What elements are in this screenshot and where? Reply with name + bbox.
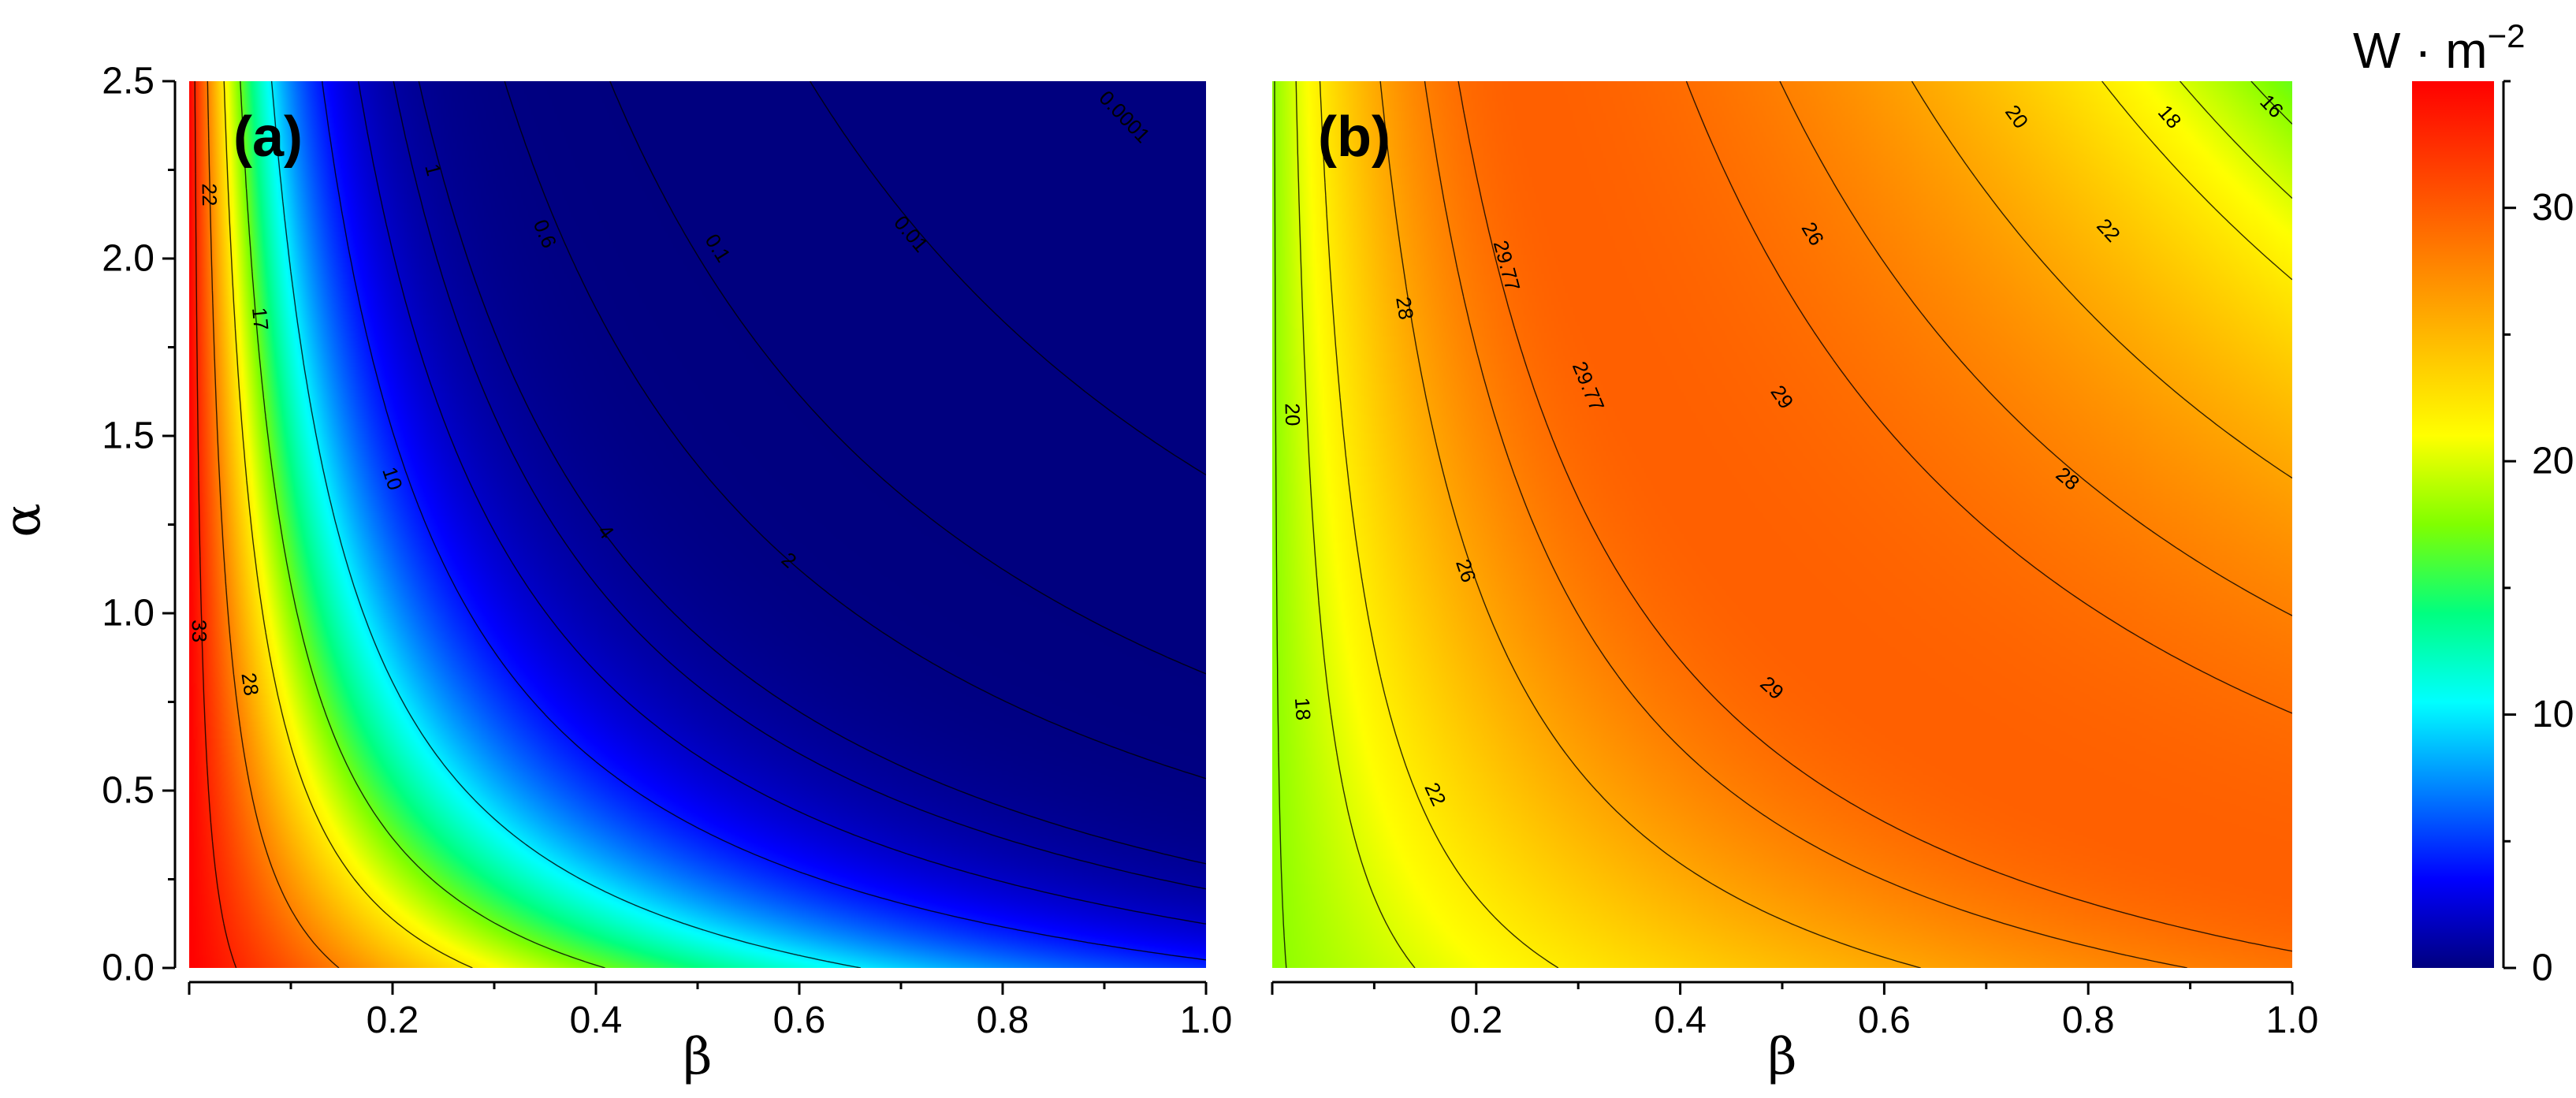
contour-line-a-4 [393, 81, 1206, 890]
x-tick-label-a-0: 0.2 [367, 999, 419, 1041]
x-tick-label-b-1: 0.4 [1654, 999, 1707, 1041]
contour-label-a-3: 17 [248, 307, 274, 332]
x-tick-label-a-2: 0.6 [773, 999, 826, 1041]
colorbar: 0 10 20 30 W · m−2 [2353, 17, 2574, 989]
x-tick-label-a-4: 1.0 [1180, 999, 1233, 1041]
x-tick-label-a-3: 0.8 [977, 999, 1029, 1041]
contour-label-a-0: 33 [188, 620, 212, 643]
contour-label-a-1: 28 [236, 671, 263, 697]
contour-label-b-9: 28 [1391, 295, 1418, 321]
colorbar-tick-label-0: 0 [2532, 947, 2553, 989]
colorbar-tick-label-2: 20 [2532, 441, 2574, 482]
contour-line-a-7 [270, 81, 862, 968]
contour-line-a-9 [223, 81, 473, 968]
axes-b: 0.2 0.4 0.6 0.8 1.0 [1271, 981, 2319, 1041]
colorbar-tick-label-1: 10 [2532, 694, 2574, 735]
contour-line-b-2 [1295, 81, 2292, 968]
y-tick-label-a-4: 2.0 [102, 238, 154, 280]
x-tick-label-b-4: 1.0 [2266, 999, 2319, 1041]
y-axis-label-a: α [0, 503, 52, 537]
heatmap-a [189, 81, 1206, 968]
heatmap-b [1272, 81, 2292, 968]
contour-line-b-3 [1319, 81, 2292, 968]
contour-line-a-1 [609, 81, 1206, 675]
contour-line-b-4 [1379, 81, 2292, 968]
contour-line-a-8 [240, 81, 605, 968]
contour-label-a-2: 22 [197, 183, 221, 207]
contour-line-b-6 [1457, 81, 2292, 952]
axes-a: 0.2 0.4 0.6 0.8 1.0 0.0 0.5 1.0 1.5 2.0 2.5 [102, 61, 1232, 1042]
colorbar-tick-label-3: 30 [2532, 187, 2574, 229]
contour-line-a-5 [358, 81, 1206, 925]
x-tick-label-b-3: 0.8 [2062, 999, 2115, 1041]
x-axis-label-b: β [1768, 1028, 1797, 1086]
panel-label-b: (b) [1318, 106, 1390, 169]
colorbar-title: W · m−2 [2353, 17, 2525, 79]
x-axis-label-a: β [683, 1028, 713, 1086]
y-tick-label-a-5: 2.5 [102, 61, 154, 102]
contour-line-a-11 [194, 81, 237, 968]
contour-label-b-13: 20 [1280, 403, 1305, 426]
y-tick-label-a-0: 0.0 [102, 947, 154, 989]
panel-label-a: (a) [233, 106, 303, 169]
contour-line-a-6 [322, 81, 1206, 961]
x-tick-label-a-1: 0.4 [570, 999, 623, 1041]
colorbar-gradient [2412, 81, 2494, 968]
contour-line-a-2 [504, 81, 1206, 780]
colorbar-ticks: 0 10 20 30 [2502, 80, 2574, 989]
y-tick-label-a-1: 0.5 [102, 770, 154, 812]
y-tick-label-a-2: 1.0 [102, 593, 154, 635]
x-tick-label-b-0: 0.2 [1450, 999, 1502, 1041]
contour-line-a-10 [207, 81, 340, 968]
x-tick-label-b-2: 0.6 [1858, 999, 1911, 1041]
contour-label-b-14: 18 [1290, 697, 1316, 721]
contour-line-b-1 [1274, 81, 2292, 968]
contour-line-b-5 [1424, 81, 2292, 968]
contour-lines-b [1274, 81, 2292, 968]
contour-line-a-3 [418, 81, 1206, 865]
y-tick-label-a-3: 1.5 [102, 415, 154, 457]
contour-lines-a [194, 81, 1206, 968]
contour-line-a-0 [810, 81, 1206, 476]
